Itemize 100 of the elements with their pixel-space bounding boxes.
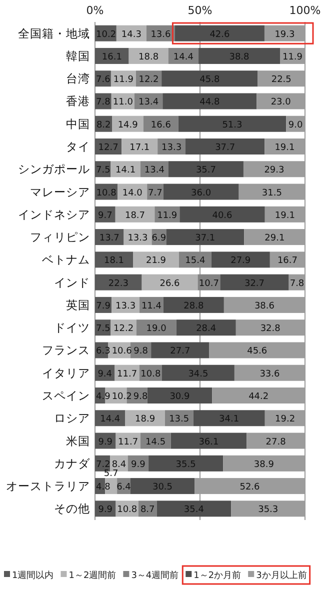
data-label: 11.9	[157, 210, 178, 221]
y-tick-label: カナダ	[54, 456, 91, 470]
legend-label: 1週間以内	[12, 570, 54, 581]
data-label: 18.1	[104, 256, 124, 266]
data-label: 44.8	[200, 98, 220, 108]
data-label: 36.0	[191, 188, 212, 198]
data-label: 13.4	[138, 98, 159, 108]
data-label: 19.3	[274, 30, 295, 40]
data-label: 9.8	[134, 346, 148, 357]
data-label: 10.8	[140, 369, 161, 380]
data-label: 32.8	[260, 324, 281, 334]
bar	[163, 296, 224, 313]
data-label: 40.6	[212, 210, 233, 221]
y-tick-label: ロシア	[54, 411, 90, 426]
y-tick-label: インドネシア	[18, 207, 90, 222]
data-label: 7.8	[290, 278, 304, 289]
y-tick-label: イタリア	[42, 366, 90, 380]
data-label: 7.9	[96, 301, 111, 312]
data-label: 27.9	[230, 256, 251, 266]
data-label: 16.1	[102, 52, 122, 62]
y-tick-label: フランス	[42, 343, 90, 358]
y-tick-label: その他	[54, 502, 90, 516]
data-label: 45.8	[200, 75, 220, 86]
y-tick-label: 英国	[66, 298, 90, 312]
data-label: 16.7	[277, 256, 298, 266]
data-label: 26.6	[160, 278, 180, 289]
data-label: 21.9	[146, 256, 166, 266]
data-label: 44.2	[248, 392, 269, 402]
bar	[151, 342, 210, 358]
data-label: 17.1	[130, 143, 150, 153]
data-label: 19.1	[274, 210, 295, 221]
data-label: 10.2	[112, 392, 132, 402]
bar	[95, 48, 129, 64]
data-label: 14.1	[116, 166, 136, 176]
data-label: 36.1	[198, 437, 219, 448]
data-label: 19.1	[274, 143, 295, 153]
data-label: 11.0	[112, 98, 134, 108]
bar	[147, 184, 164, 200]
bar	[148, 455, 224, 472]
bar	[211, 252, 270, 268]
data-label: 8.4	[112, 460, 126, 470]
bar	[168, 161, 244, 178]
data-label: 28.4	[196, 324, 216, 334]
y-tick-label: インド	[54, 275, 90, 290]
bar	[162, 364, 234, 381]
data-label: 35.3	[258, 505, 278, 516]
data-label: 16.6	[150, 120, 172, 130]
data-label: 38.8	[229, 52, 250, 62]
data-label: 27.8	[266, 437, 286, 448]
y-tick-label: ドイツ	[54, 320, 90, 335]
data-label: 13.5	[169, 414, 190, 425]
bar	[162, 93, 257, 110]
data-label: 23.0	[270, 98, 292, 108]
data-label: 14.5	[146, 437, 166, 448]
legend-label: 3～4週間前	[131, 570, 179, 581]
data-label: 11.9	[113, 75, 134, 86]
y-tick-label: スペイン	[42, 388, 90, 402]
data-label: 12.7	[98, 143, 118, 153]
data-label: 7.8	[96, 98, 111, 108]
data-label: 30.5	[152, 482, 173, 493]
data-label: 11.4	[141, 301, 162, 312]
data-label: 12.2	[114, 324, 134, 334]
bar	[175, 25, 264, 42]
y-tick-label: ベトナム	[42, 252, 90, 267]
data-label: 34.1	[219, 414, 240, 425]
data-label: 13.6	[150, 30, 172, 40]
bar	[136, 320, 176, 336]
data-label: 19.0	[146, 324, 167, 334]
data-label: 22.5	[271, 75, 292, 86]
data-label: 15.4	[185, 256, 206, 266]
data-label: 45.6	[247, 346, 268, 357]
data-label: 35.5	[176, 460, 196, 470]
y-tick-label: オーストラリア	[6, 479, 90, 494]
data-label: 27.7	[170, 346, 190, 357]
data-label: 9.9	[98, 505, 113, 516]
data-label: 14.4	[100, 414, 120, 425]
data-label: 10.2	[96, 30, 116, 40]
data-label: 18.9	[135, 414, 156, 425]
data-label: 9.9	[98, 437, 113, 448]
bar	[110, 161, 140, 178]
data-label: 8.2	[96, 120, 111, 130]
data-label: 37.1	[195, 234, 216, 244]
legend-label: 1～2週間前	[68, 570, 116, 581]
legend-label: 1～2か月前	[194, 570, 242, 581]
bar	[130, 478, 195, 494]
data-label: 7.6	[96, 75, 111, 86]
data-label: 13.3	[162, 143, 182, 153]
bar	[140, 432, 171, 449]
data-label: 7.5	[96, 166, 110, 176]
bar	[125, 410, 165, 426]
legend-label: 3か月以上前	[256, 570, 307, 581]
data-label: 32.7	[244, 278, 265, 289]
bar	[142, 274, 198, 290]
bar	[180, 206, 265, 222]
data-label: 35.7	[196, 166, 216, 176]
data-label: 7.5	[96, 324, 110, 334]
x-tick-label: 100%	[289, 4, 321, 17]
data-label: 11.7	[118, 437, 138, 448]
data-label: 38.9	[254, 460, 274, 470]
bar	[179, 252, 212, 268]
